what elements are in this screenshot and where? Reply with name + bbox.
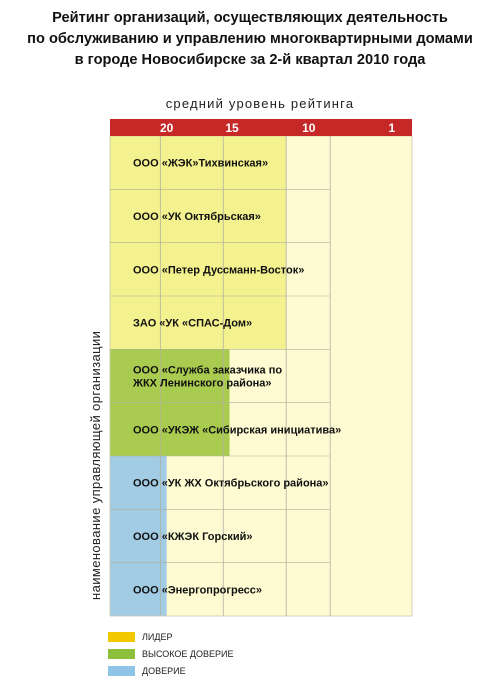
category-label-3: ООО «Петер Дуссманн-Восток» xyxy=(133,264,304,276)
tick-label-15: 15 xyxy=(225,121,239,135)
title-line-3: в городе Новосибирске за 2-й квартал 201… xyxy=(74,52,426,68)
category-label-5-line-2: ЖКХ Ленинского района» xyxy=(132,378,272,390)
tick-label-10: 10 xyxy=(302,121,316,135)
bar-7 xyxy=(110,456,167,510)
bar-3 xyxy=(110,242,287,296)
bar-2 xyxy=(110,189,287,243)
tick-label-20: 20 xyxy=(160,121,174,135)
title-line-1: Рейтинг организаций, осуществляющих деят… xyxy=(52,10,448,26)
bar-5 xyxy=(110,349,230,403)
category-label-9: ООО «Энергопрогресс» xyxy=(133,584,262,596)
title-line-2: по обслуживанию и управлению многокварти… xyxy=(27,31,473,47)
chart-subtitle: средний уровень рейтинга xyxy=(165,96,355,111)
legend-swatch-leader xyxy=(108,632,135,642)
legend-label-trust: ДОВЕРИЕ xyxy=(142,666,186,676)
tick-label-1: 1 xyxy=(389,121,396,135)
category-label-7: ООО «УК ЖХ Октябрьского района» xyxy=(133,478,329,490)
legend-swatch-trust xyxy=(108,666,135,676)
y-axis-label: наименование управляющей организации xyxy=(88,330,103,600)
bar-8 xyxy=(110,509,167,563)
category-label-4: ЗАО «УК «СПАС-Дом» xyxy=(133,318,252,330)
category-label-6: ООО «УКЭЖ «Сибирская инициатива» xyxy=(133,424,341,436)
bar-4 xyxy=(110,296,287,350)
category-label-8: ООО «КЖЭК Горский» xyxy=(133,531,253,543)
category-label-2: ООО «УК Октябрьская» xyxy=(133,211,261,223)
bar-9 xyxy=(110,562,167,616)
axis-header-band xyxy=(110,119,412,136)
legend-label-high-trust: ВЫСОКОЕ ДОВЕРИЕ xyxy=(142,649,234,659)
bar-6 xyxy=(110,402,230,456)
bar-1 xyxy=(110,136,287,190)
category-label-5-line-1: ООО «Служба заказчика по xyxy=(133,365,282,377)
legend-label-leader: ЛИДЕР xyxy=(142,632,173,642)
category-label-1: ООО «ЖЭК»Тихвинская» xyxy=(133,158,268,170)
legend-swatch-high-trust xyxy=(108,649,135,659)
chart-title: Рейтинг организаций, осуществляющих деят… xyxy=(0,8,500,71)
